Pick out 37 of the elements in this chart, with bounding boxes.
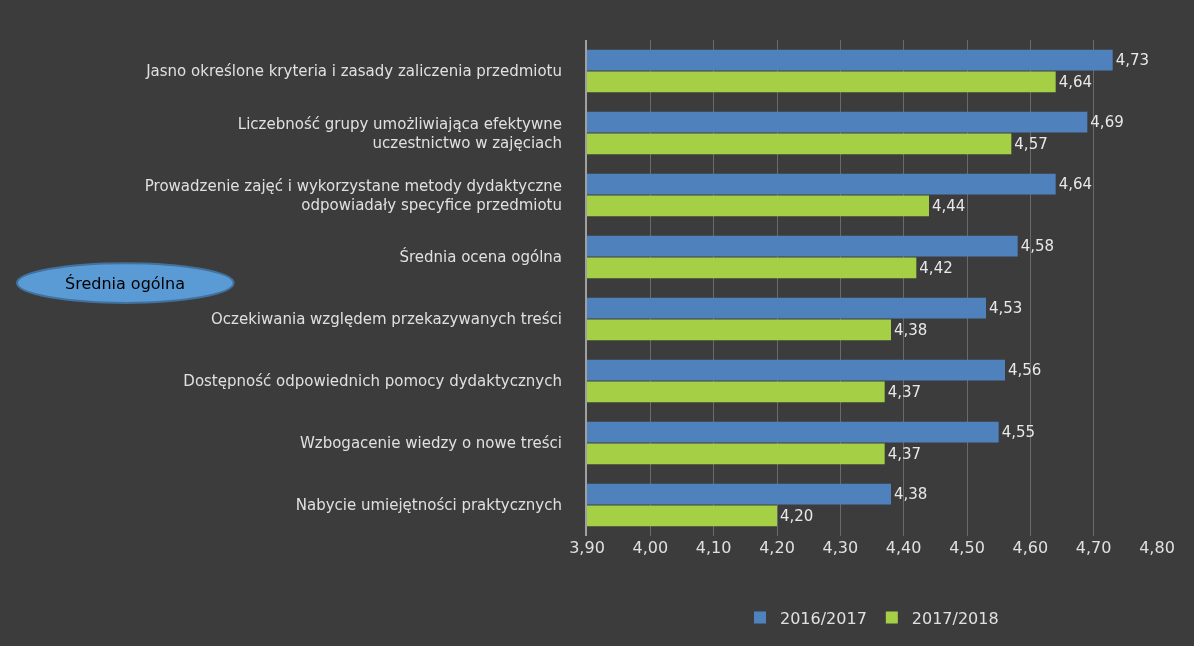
y-tick-label: Oczekiwania względem przekazywanych treści <box>211 310 562 329</box>
data-label: 4,56 <box>1008 361 1042 380</box>
data-label: 4,64 <box>1058 175 1093 194</box>
y-tick-label: Liczebność grupy umożliwiająca efektywne uczestnictwo w zajęciach <box>237 114 562 152</box>
x-tick-label: 4,60 <box>1012 538 1049 557</box>
data-label: 4,53 <box>989 299 1023 318</box>
text: Średnia ogólna <box>65 274 185 293</box>
data-label: 4,57 <box>1014 134 1048 153</box>
y-tick-label: Średnia ocena ogólna <box>399 247 562 267</box>
data-label: 4,38 <box>894 485 928 504</box>
x-tick-label: 4,00 <box>632 538 669 557</box>
x-tick-label: 4,30 <box>822 538 859 557</box>
y-tick-label: Wzbogacenie wiedzy o nowe treści <box>299 434 562 453</box>
y-tick-label: Nabycie umiejętności praktycznych <box>295 496 562 515</box>
y-tick-label: Jasno określone kryteria i zasady zaliczenia przedmiotu <box>145 62 562 81</box>
x-tick-label: 4,20 <box>759 538 795 557</box>
legend-label: 2017/2018 <box>911 608 999 628</box>
data-label: 4,38 <box>894 320 928 339</box>
data-label: 4,58 <box>1020 237 1055 256</box>
data-label: 4,37 <box>887 382 922 401</box>
x-tick-label: 3,90 <box>569 538 605 557</box>
y-tick-label: Prowadzenie zajęć i wykorzystane metody dydaktyczne odpowiadały specyfice przedmiotu <box>144 176 562 214</box>
x-tick-label: 4,10 <box>695 538 732 557</box>
x-tick-label: 4,70 <box>1075 538 1112 557</box>
x-tick-label: 4,40 <box>885 538 922 557</box>
data-label: 4,64 <box>1058 72 1093 91</box>
legend-label: 2016/2017 <box>780 608 867 628</box>
data-label: 4,37 <box>887 444 922 463</box>
data-label: 4,55 <box>1001 423 1036 442</box>
data-label: 4,73 <box>1115 51 1150 70</box>
x-tick-label: 4,80 <box>1139 538 1175 557</box>
data-label: 4,42 <box>919 258 953 277</box>
data-label: 4,69 <box>1090 113 1124 132</box>
data-label: 4,44 <box>932 196 966 215</box>
y-tick-label: Dostępność odpowiednich pomocy dydaktycznych <box>183 372 562 391</box>
data-label: 4,20 <box>780 506 814 525</box>
x-tick-label: 4,50 <box>949 538 985 557</box>
